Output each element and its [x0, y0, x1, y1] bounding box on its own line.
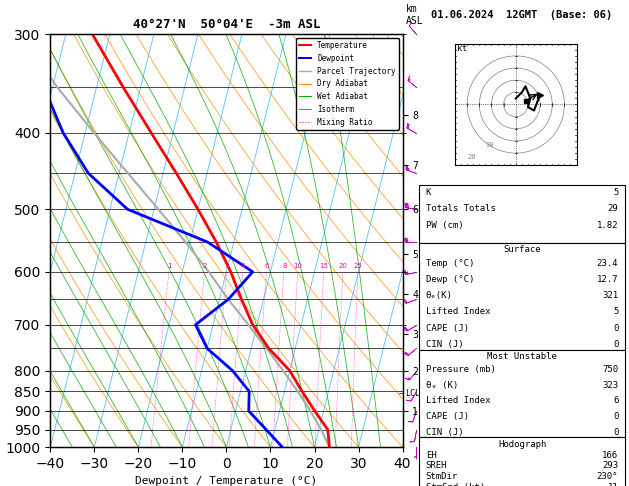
FancyBboxPatch shape	[420, 350, 625, 437]
Text: 5: 5	[613, 188, 618, 197]
Text: 230°: 230°	[597, 472, 618, 482]
Text: CIN (J): CIN (J)	[426, 340, 464, 349]
Text: 166: 166	[602, 451, 618, 460]
Text: 20: 20	[338, 263, 348, 269]
Text: 5: 5	[613, 307, 618, 316]
FancyBboxPatch shape	[420, 243, 625, 350]
Text: 4: 4	[241, 263, 245, 269]
Text: 30: 30	[486, 142, 494, 148]
Text: 8: 8	[282, 263, 287, 269]
Text: Temp (°C): Temp (°C)	[426, 259, 474, 268]
Text: 10: 10	[294, 263, 303, 269]
Text: PW (cm): PW (cm)	[426, 221, 464, 230]
Text: LCL: LCL	[405, 389, 420, 398]
Text: 15: 15	[320, 263, 328, 269]
FancyBboxPatch shape	[420, 437, 625, 486]
Text: Dewp (°C): Dewp (°C)	[426, 275, 474, 284]
Text: 1.82: 1.82	[597, 221, 618, 230]
Text: Lifted Index: Lifted Index	[426, 307, 491, 316]
Text: 01.06.2024  12GMT  (Base: 06): 01.06.2024 12GMT (Base: 06)	[431, 10, 613, 20]
Text: 0: 0	[613, 324, 618, 332]
Text: 11: 11	[608, 483, 618, 486]
Text: 20: 20	[467, 154, 476, 160]
Text: 1: 1	[167, 263, 172, 269]
Text: 750: 750	[602, 365, 618, 374]
Text: K: K	[426, 188, 431, 197]
Title: 40°27'N  50°04'E  -3m ASL: 40°27'N 50°04'E -3m ASL	[133, 18, 320, 32]
Text: km
ASL: km ASL	[406, 4, 424, 26]
Text: 6: 6	[265, 263, 269, 269]
Text: Lifted Index: Lifted Index	[426, 397, 491, 405]
Text: StmSpd (kt): StmSpd (kt)	[426, 483, 485, 486]
Text: 0: 0	[613, 340, 618, 349]
X-axis label: Dewpoint / Temperature (°C): Dewpoint / Temperature (°C)	[135, 476, 318, 486]
Text: EH: EH	[426, 451, 437, 460]
Text: 3: 3	[225, 263, 230, 269]
Text: 23.4: 23.4	[597, 259, 618, 268]
Text: θₑ (K): θₑ (K)	[426, 381, 458, 390]
Legend: Temperature, Dewpoint, Parcel Trajectory, Dry Adiabat, Wet Adiabat, Isotherm, Mi: Temperature, Dewpoint, Parcel Trajectory…	[296, 38, 399, 130]
Text: Hodograph: Hodograph	[498, 440, 546, 449]
Text: Surface: Surface	[503, 245, 541, 255]
Text: 321: 321	[602, 291, 618, 300]
FancyBboxPatch shape	[420, 185, 625, 243]
Text: Totals Totals: Totals Totals	[426, 205, 496, 213]
Text: θₑ(K): θₑ(K)	[426, 291, 453, 300]
Text: StmDir: StmDir	[426, 472, 458, 482]
Text: kt: kt	[457, 44, 467, 53]
Text: 2: 2	[203, 263, 208, 269]
Text: 0: 0	[613, 428, 618, 436]
Text: 6: 6	[613, 397, 618, 405]
Text: 293: 293	[602, 461, 618, 470]
Text: 12.7: 12.7	[597, 275, 618, 284]
Text: 0: 0	[613, 412, 618, 421]
Text: Mixing Ratio (g/kg): Mixing Ratio (g/kg)	[431, 185, 441, 296]
Text: CIN (J): CIN (J)	[426, 428, 464, 436]
Text: Most Unstable: Most Unstable	[487, 352, 557, 362]
Text: 25: 25	[353, 263, 362, 269]
Text: CAPE (J): CAPE (J)	[426, 412, 469, 421]
Text: SREH: SREH	[426, 461, 447, 470]
Text: 29: 29	[608, 205, 618, 213]
Text: CAPE (J): CAPE (J)	[426, 324, 469, 332]
Text: 323: 323	[602, 381, 618, 390]
Text: Pressure (mb): Pressure (mb)	[426, 365, 496, 374]
